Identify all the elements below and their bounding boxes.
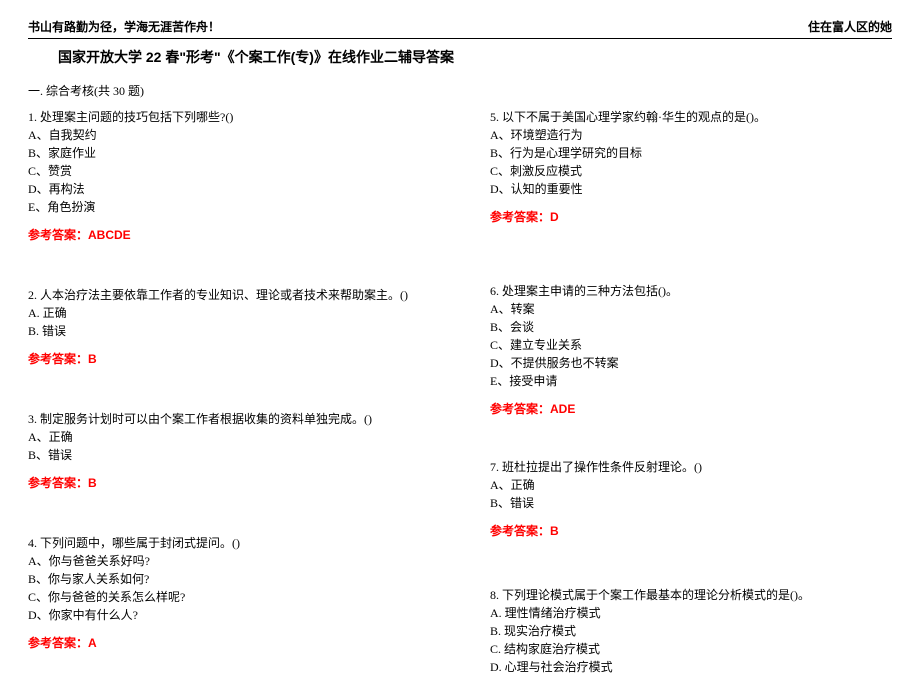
question-4: 4. 下列问题中，哪些属于封闭式提问。() A、你与爸爸关系好吗? B、你与家人… <box>28 534 430 652</box>
question-option: A、正确 <box>490 476 892 494</box>
question-stem: 1. 处理案主问题的技巧包括下列哪些?() <box>28 108 430 126</box>
question-option: A、自我契约 <box>28 126 430 144</box>
question-2: 2. 人本治疗法主要依靠工作者的专业知识、理论或者技术来帮助案主。() A. 正… <box>28 286 430 368</box>
question-5: 5. 以下不属于美国心理学家约翰·华生的观点的是()。 A、环境塑造行为 B、行… <box>490 108 892 226</box>
question-option: B. 现实治疗模式 <box>490 622 892 640</box>
question-option: C. 结构家庭治疗模式 <box>490 640 892 658</box>
question-option: B. 错误 <box>28 322 430 340</box>
question-option: A、环境塑造行为 <box>490 126 892 144</box>
answer-label: 参考答案： <box>490 402 550 416</box>
answer: 参考答案：ADE <box>490 400 892 418</box>
question-option: E、角色扮演 <box>28 198 430 216</box>
question-option: A、正确 <box>28 428 430 446</box>
page-header: 书山有路勤为径，学海无涯苦作舟！ 住在富人区的她 <box>28 18 892 39</box>
question-stem: 7. 班杜拉提出了操作性条件反射理论。() <box>490 458 892 476</box>
question-stem: 4. 下列问题中，哪些属于封闭式提问。() <box>28 534 430 552</box>
question-option: C、刺激反应模式 <box>490 162 892 180</box>
answer-label: 参考答案： <box>28 352 88 366</box>
question-option: A. 理性情绪治疗模式 <box>490 604 892 622</box>
answer: 参考答案：A <box>28 634 430 652</box>
answer-label: 参考答案： <box>490 524 550 538</box>
question-stem: 6. 处理案主申请的三种方法包括()。 <box>490 282 892 300</box>
question-option: D. 心理与社会治疗模式 <box>490 658 892 676</box>
header-left: 书山有路勤为径，学海无涯苦作舟！ <box>28 18 220 36</box>
question-option: D、认知的重要性 <box>490 180 892 198</box>
answer-value: A <box>88 636 97 650</box>
answer-value: ABCDE <box>88 228 131 242</box>
answer-label: 参考答案： <box>28 636 88 650</box>
question-option: D、再构法 <box>28 180 430 198</box>
answer-value: B <box>550 524 559 538</box>
answer-value: B <box>88 476 97 490</box>
right-column: 5. 以下不属于美国心理学家约翰·华生的观点的是()。 A、环境塑造行为 B、行… <box>490 108 892 676</box>
question-option: A. 正确 <box>28 304 430 322</box>
question-option: B、错误 <box>490 494 892 512</box>
question-stem: 5. 以下不属于美国心理学家约翰·华生的观点的是()。 <box>490 108 892 126</box>
section-title: 一. 综合考核(共 30 题) <box>28 82 892 100</box>
header-right: 住在富人区的她 <box>808 18 892 36</box>
question-option: C、建立专业关系 <box>490 336 892 354</box>
left-column: 1. 处理案主问题的技巧包括下列哪些?() A、自我契约 B、家庭作业 C、赞赏… <box>28 108 430 676</box>
question-option: C、你与爸爸的关系怎么样呢? <box>28 588 430 606</box>
answer-label: 参考答案： <box>490 210 550 224</box>
question-1: 1. 处理案主问题的技巧包括下列哪些?() A、自我契约 B、家庭作业 C、赞赏… <box>28 108 430 244</box>
content-columns: 1. 处理案主问题的技巧包括下列哪些?() A、自我契约 B、家庭作业 C、赞赏… <box>28 108 892 676</box>
question-option: B、行为是心理学研究的目标 <box>490 144 892 162</box>
question-stem: 3. 制定服务计划时可以由个案工作者根据收集的资料单独完成。() <box>28 410 430 428</box>
question-3: 3. 制定服务计划时可以由个案工作者根据收集的资料单独完成。() A、正确 B、… <box>28 410 430 492</box>
question-option: A、转案 <box>490 300 892 318</box>
question-option: B、家庭作业 <box>28 144 430 162</box>
answer-value: B <box>88 352 97 366</box>
question-option: B、错误 <box>28 446 430 464</box>
answer: 参考答案：B <box>28 350 430 368</box>
answer-label: 参考答案： <box>28 476 88 490</box>
answer-value: ADE <box>550 402 575 416</box>
answer: 参考答案：D <box>490 208 892 226</box>
question-option: D、不提供服务也不转案 <box>490 354 892 372</box>
question-option: E、接受申请 <box>490 372 892 390</box>
answer-label: 参考答案： <box>28 228 88 242</box>
answer: 参考答案：B <box>28 474 430 492</box>
answer: 参考答案：B <box>490 522 892 540</box>
answer: 参考答案：ABCDE <box>28 226 430 244</box>
question-stem: 2. 人本治疗法主要依靠工作者的专业知识、理论或者技术来帮助案主。() <box>28 286 430 304</box>
question-6: 6. 处理案主申请的三种方法包括()。 A、转案 B、会谈 C、建立专业关系 D… <box>490 282 892 418</box>
question-7: 7. 班杜拉提出了操作性条件反射理论。() A、正确 B、错误 参考答案：B <box>490 458 892 540</box>
question-option: B、你与家人关系如何? <box>28 570 430 588</box>
question-option: A、你与爸爸关系好吗? <box>28 552 430 570</box>
question-option: B、会谈 <box>490 318 892 336</box>
question-option: C、赞赏 <box>28 162 430 180</box>
page-title: 国家开放大学 22 春"形考"《个案工作(专)》在线作业二辅导答案 <box>58 47 892 68</box>
answer-value: D <box>550 210 559 224</box>
question-8: 8. 下列理论模式属于个案工作最基本的理论分析模式的是()。 A. 理性情绪治疗… <box>490 586 892 676</box>
question-option: D、你家中有什么人? <box>28 606 430 624</box>
question-stem: 8. 下列理论模式属于个案工作最基本的理论分析模式的是()。 <box>490 586 892 604</box>
